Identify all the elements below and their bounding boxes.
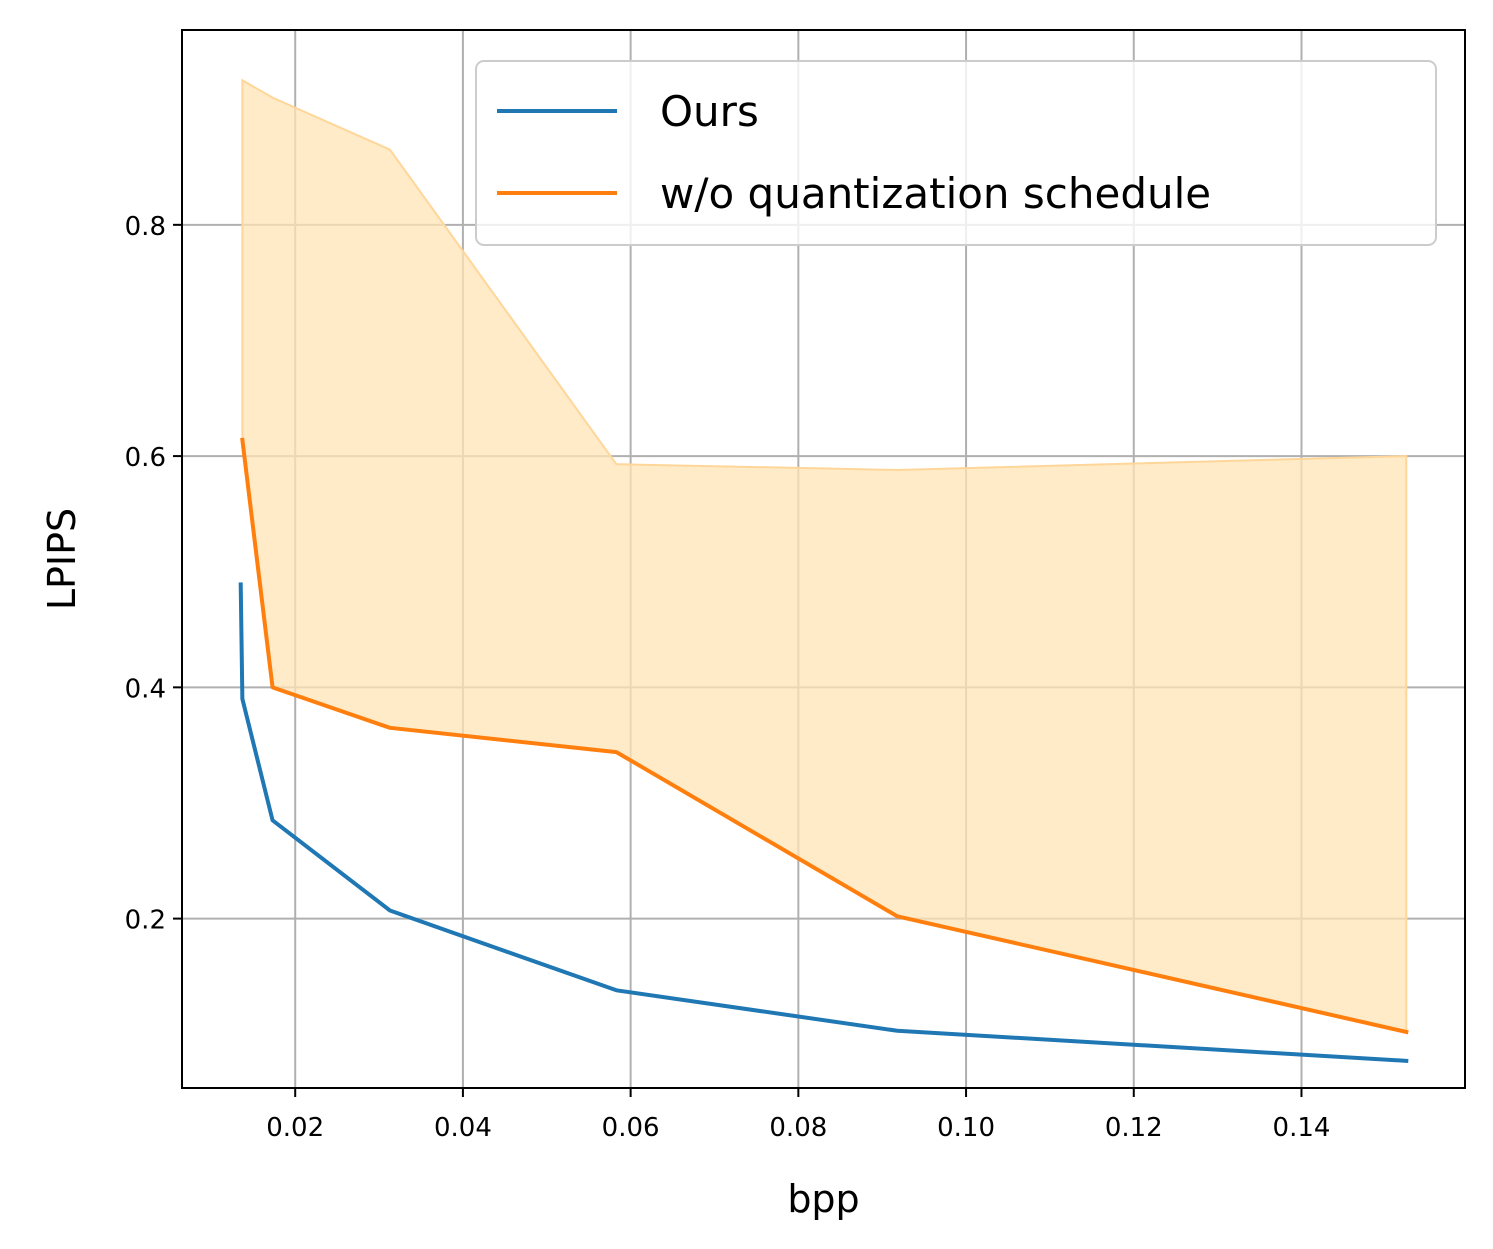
x-tick-label-6: 0.14 <box>1273 1113 1331 1143</box>
x-tick-label-0: 0.02 <box>266 1113 324 1143</box>
y-axis-title: LPIPS <box>40 508 84 610</box>
x-axis-title: bpp <box>787 1177 859 1221</box>
x-axis-ticks: 0.02 0.04 0.06 0.08 0.10 0.12 0.14 <box>266 1088 1330 1143</box>
legend: Ours w/o quantization schedule <box>475 60 1437 246</box>
x-tick-label-4: 0.10 <box>937 1113 995 1143</box>
x-tick-label-1: 0.04 <box>434 1113 492 1143</box>
x-tick-label-3: 0.08 <box>769 1113 827 1143</box>
legend-label-0: Ours <box>660 87 759 136</box>
y-axis-ticks: 0.2 0.4 0.6 0.8 <box>125 212 182 936</box>
legend-items: Ours w/o quantization schedule <box>497 87 1211 218</box>
y-tick-label-1: 0.4 <box>125 674 166 704</box>
series-line-1 <box>240 437 1409 1035</box>
x-tick-label-5: 0.12 <box>1105 1113 1163 1143</box>
legend-label-1: w/o quantization schedule <box>660 169 1211 218</box>
y-tick-label-3: 0.8 <box>125 212 166 242</box>
series-lines <box>238 437 1409 1063</box>
x-tick-label-2: 0.06 <box>602 1113 660 1143</box>
y-tick-label-2: 0.6 <box>125 443 166 473</box>
plot-frame <box>181 29 1466 1089</box>
y-tick-label-0: 0.2 <box>125 906 166 936</box>
legend-box <box>475 60 1437 246</box>
series-line-0 <box>238 582 1409 1063</box>
